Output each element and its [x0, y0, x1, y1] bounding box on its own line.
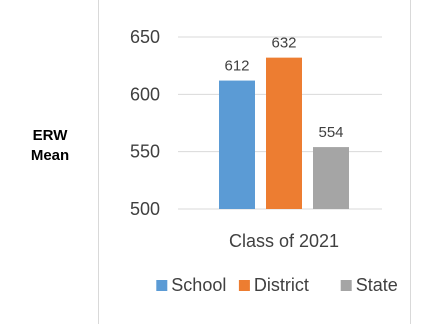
- legend-label: State: [356, 275, 398, 295]
- bar-state: [313, 147, 349, 209]
- legend-item-district: District: [238, 275, 309, 295]
- category-labels: Class of 2021: [229, 231, 339, 251]
- bar-school: [219, 80, 255, 209]
- legend-swatch: [340, 280, 352, 291]
- bars: [219, 57, 349, 209]
- bar-district: [266, 57, 302, 209]
- data-label-school: 612: [224, 58, 249, 75]
- y-tick-label: 550: [130, 142, 160, 162]
- y-tick-labels: 500 550 600 650: [130, 27, 160, 219]
- chart-frame: [98, 0, 411, 324]
- y-axis-label-line-2: Mean: [30, 147, 70, 164]
- y-tick-label: 500: [130, 199, 160, 219]
- legend-item-school: School: [156, 275, 226, 295]
- legend-swatch: [156, 280, 168, 291]
- legend-item-state: State: [340, 275, 398, 295]
- data-label-state: 554: [318, 124, 343, 141]
- category-label: Class of 2021: [229, 231, 339, 251]
- y-tick-label: 600: [130, 84, 160, 104]
- legend: School District State: [156, 275, 398, 295]
- legend-label: School: [171, 275, 226, 295]
- y-axis-label-line-1: ERW: [32, 127, 68, 144]
- legend-label: District: [254, 275, 309, 295]
- legend-swatch: [238, 280, 250, 291]
- data-labels: 612 632 554: [224, 35, 343, 141]
- data-label-district: 632: [271, 35, 296, 52]
- y-axis-label: ERW Mean: [8, 126, 92, 166]
- y-tick-label: 650: [130, 27, 160, 47]
